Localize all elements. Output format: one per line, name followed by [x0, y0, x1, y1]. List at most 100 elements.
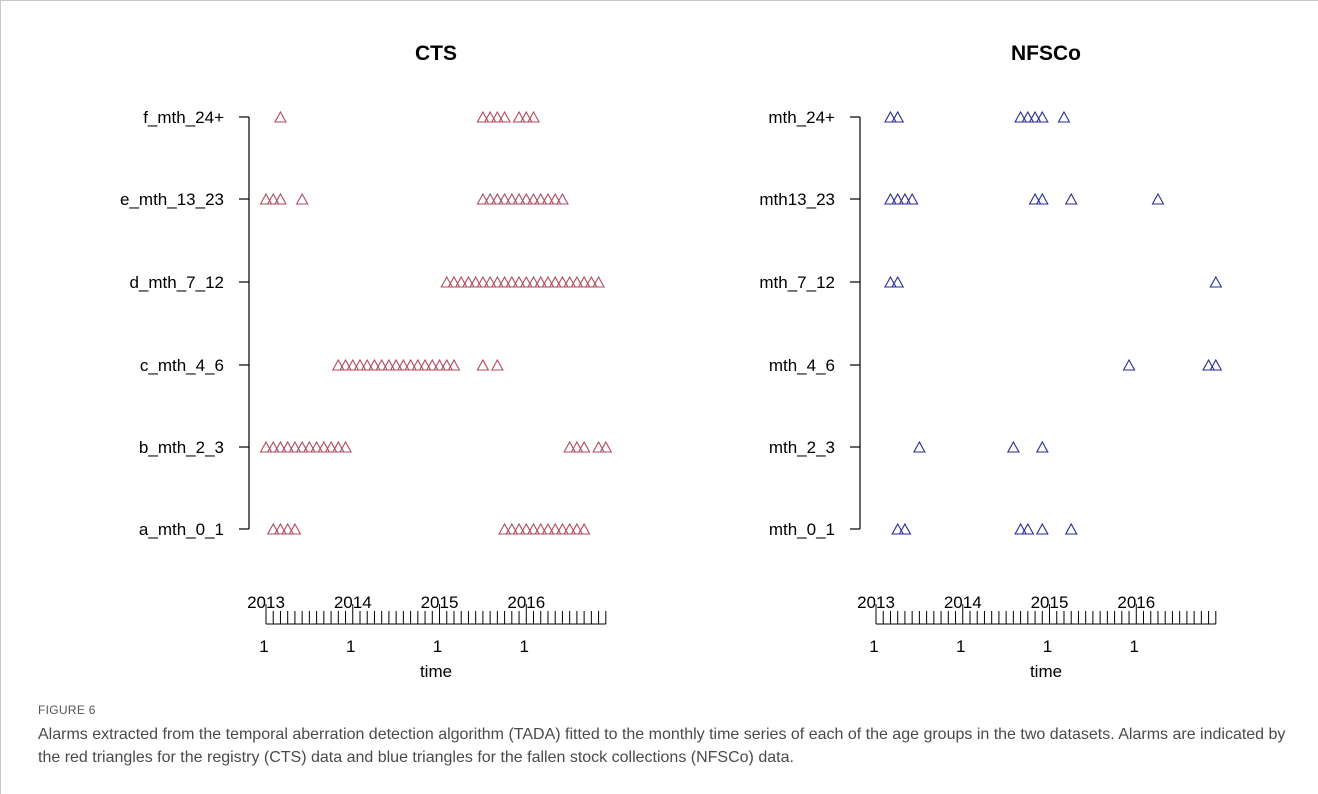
alarm-marker — [1028, 192, 1042, 205]
alarm-marker — [519, 522, 533, 535]
alarm-marker — [570, 522, 584, 535]
alarm-marker — [339, 358, 352, 371]
chart-panel-1: NFSCo mth_0_1 mth_2_3 mth_4_6 mth_7_12 mth13_… — [759, 42, 1223, 681]
alarm-marker — [527, 110, 540, 123]
alarm-marker — [505, 275, 519, 288]
alarm-marker — [577, 522, 591, 535]
alarm-marker — [498, 522, 512, 535]
alarm-marker — [281, 440, 295, 453]
alarm-marker — [884, 110, 897, 123]
alarm-marker — [476, 192, 490, 205]
alarm-marker — [259, 192, 273, 205]
alarm-marker — [447, 358, 461, 371]
alarm-marker — [1209, 358, 1223, 371]
alarm-marker — [324, 440, 338, 453]
alarm-marker — [505, 192, 519, 205]
alarm-marker — [898, 192, 912, 205]
y-tick-label: mth_2_3 — [769, 438, 835, 457]
alarm-marker — [548, 275, 562, 288]
alarm-marker — [476, 275, 490, 288]
alarm-marker — [425, 358, 439, 371]
alarm-marker — [476, 110, 490, 123]
alarm-marker — [396, 358, 410, 371]
alarm-marker — [527, 192, 540, 205]
alarm-marker — [483, 110, 497, 123]
alarm-marker — [541, 192, 555, 205]
alarm-marker — [454, 275, 468, 288]
y-tick-label: mth_0_1 — [769, 520, 835, 539]
alarm-marker — [541, 522, 555, 535]
alarm-marker — [274, 522, 287, 535]
alarm-marker — [563, 440, 577, 453]
alarm-marker — [577, 440, 591, 453]
alarm-marker — [592, 275, 606, 288]
alarm-marker — [274, 440, 287, 453]
alarm-marker — [884, 275, 897, 288]
y-tick-label: f_mth_24+ — [143, 108, 224, 127]
alarm-marker — [1035, 440, 1049, 453]
alarm-marker — [534, 522, 548, 535]
alarm-marker — [440, 275, 454, 288]
figure-caption: FIGURE 6 Alarms extracted from the tempo… — [38, 703, 1288, 769]
alarm-marker — [534, 275, 548, 288]
alarm-marker — [490, 192, 504, 205]
alarm-marker — [1209, 275, 1223, 288]
alarm-marker — [433, 358, 446, 371]
x-axis-label: time — [1030, 662, 1062, 681]
y-tick-label: c_mth_4_6 — [140, 356, 224, 375]
alarm-marker — [1057, 110, 1071, 123]
alarm-marker — [476, 358, 490, 371]
alarm-marker — [266, 522, 280, 535]
chart-title: NFSCo — [1011, 42, 1081, 65]
alarm-marker — [295, 192, 309, 205]
alarm-marker — [310, 440, 324, 453]
alarm-marker — [898, 522, 912, 535]
alarm-marker — [584, 275, 598, 288]
alarm-marker — [563, 275, 577, 288]
alarm-marker — [317, 440, 331, 453]
time-year-label: 2015 — [421, 593, 459, 612]
alarm-marker — [512, 110, 526, 123]
alarm-marker — [382, 358, 396, 371]
alarm-marker — [512, 192, 526, 205]
alarm-marker — [519, 192, 533, 205]
alarm-marker — [259, 440, 273, 453]
alarm-marker — [331, 358, 345, 371]
alarm-marker — [339, 440, 352, 453]
alarm-marker — [563, 522, 577, 535]
alarm-marker — [548, 192, 562, 205]
time-year-label: 2016 — [1117, 593, 1155, 612]
alarm-marker — [498, 110, 512, 123]
alarm-marker — [1014, 110, 1028, 123]
alarm-marker — [288, 440, 302, 453]
time-year-label: 2013 — [247, 593, 285, 612]
alarm-marker — [891, 275, 905, 288]
alarm-marker — [1202, 358, 1216, 371]
alarm-marker — [447, 275, 461, 288]
alarm-marker — [884, 192, 897, 205]
alarm-marker — [375, 358, 389, 371]
alarm-marker — [274, 110, 287, 123]
alarm-marker — [368, 358, 381, 371]
alarm-marker — [360, 358, 374, 371]
alarm-marker — [490, 110, 504, 123]
time-month-label: 1 — [1130, 637, 1139, 656]
alarm-marker — [274, 192, 287, 205]
alarm-marker — [490, 358, 504, 371]
time-month-label: 1 — [520, 637, 529, 656]
alarm-marker — [1035, 522, 1049, 535]
alarm-marker — [498, 275, 512, 288]
alarm-marker — [555, 192, 569, 205]
alarm-marker — [577, 275, 591, 288]
alarm-marker — [1151, 192, 1165, 205]
alarm-marker — [490, 275, 504, 288]
alarm-marker — [1021, 110, 1035, 123]
alarm-marker — [411, 358, 425, 371]
alarm-marker — [1064, 522, 1078, 535]
time-month-label: 1 — [433, 637, 442, 656]
figure-label: FIGURE 6 — [38, 703, 96, 717]
alarm-marker — [570, 440, 584, 453]
time-month-label: 1 — [259, 637, 268, 656]
time-year-label: 2014 — [334, 593, 372, 612]
alarm-marker — [912, 440, 926, 453]
